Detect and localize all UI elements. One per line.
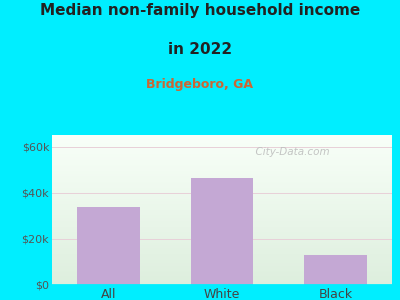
Bar [191,178,253,285]
Text: Bridgeboro, GA: Bridgeboro, GA [146,78,254,91]
Bar [304,255,366,285]
Text: City-Data.com: City-Data.com [249,147,330,157]
Text: Median non-family household income: Median non-family household income [40,3,360,18]
Bar [78,206,140,285]
Text: in 2022: in 2022 [168,42,232,57]
